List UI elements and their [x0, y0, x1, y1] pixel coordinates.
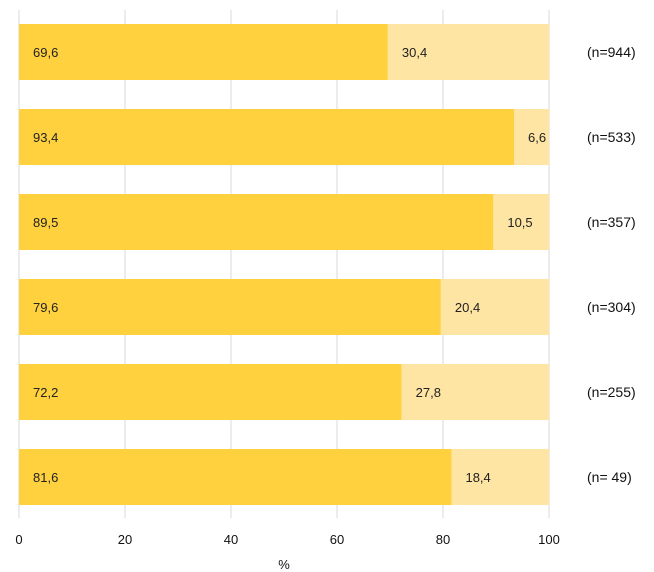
bar-value-label: 72,2 — [33, 385, 58, 400]
bar-value-label: 89,5 — [33, 215, 58, 230]
x-axis-ticks: 0 20 40 60 80 100 — [15, 532, 559, 547]
x-tick-label: 100 — [538, 532, 560, 547]
bar-value-label: 69,6 — [33, 45, 58, 60]
gridlines — [18, 10, 550, 518]
sample-size-labels: (n=944) (n=533) (n=357) (n=304) (n=255) (n= 4… — [587, 44, 636, 485]
x-tick-label: 80 — [436, 532, 450, 547]
bar-value-label: 18,4 — [465, 470, 490, 485]
bar-segment-secondary — [493, 194, 549, 250]
sample-size-label: (n=357) — [587, 214, 636, 230]
x-tick-label: 0 — [15, 532, 22, 547]
x-tick-label: 40 — [224, 532, 238, 547]
bar-value-label: 6,6 — [528, 130, 546, 145]
sample-size-label: (n=304) — [587, 299, 636, 315]
bar-value-label: 93,4 — [33, 130, 58, 145]
bar-segment-secondary — [451, 449, 549, 505]
x-tick-label: 60 — [330, 532, 344, 547]
bar-value-labels: 69,6 30,4 93,4 6,6 89,5 10,5 79,6 20,4 72,2 27,8 8… — [33, 45, 546, 485]
bar-segment-secondary — [440, 279, 549, 335]
sample-size-label: (n=944) — [587, 44, 636, 60]
bar-value-label: 79,6 — [33, 300, 58, 315]
sample-size-label: (n=255) — [587, 384, 636, 400]
x-axis-title: % — [278, 557, 290, 572]
bar-segment-primary — [19, 194, 494, 250]
bar-segment-primary — [19, 279, 441, 335]
bar-segment-primary — [19, 364, 402, 420]
sample-size-label: (n= 49) — [587, 469, 632, 485]
bar-value-label: 81,6 — [33, 470, 58, 485]
bar-value-label: 10,5 — [507, 215, 532, 230]
bar-value-label: 27,8 — [416, 385, 441, 400]
bar-segment-primary — [19, 24, 388, 80]
bar-segment-primary — [19, 109, 515, 165]
bar-segment-secondary — [387, 24, 549, 80]
sample-size-label: (n=533) — [587, 129, 636, 145]
x-tick-label: 20 — [118, 532, 132, 547]
bars — [19, 24, 549, 505]
bar-segment-secondary — [514, 109, 549, 165]
bar-segment-primary — [19, 449, 452, 505]
bar-value-label: 30,4 — [402, 45, 427, 60]
bar-segment-secondary — [401, 364, 549, 420]
bar-value-label: 20,4 — [455, 300, 480, 315]
